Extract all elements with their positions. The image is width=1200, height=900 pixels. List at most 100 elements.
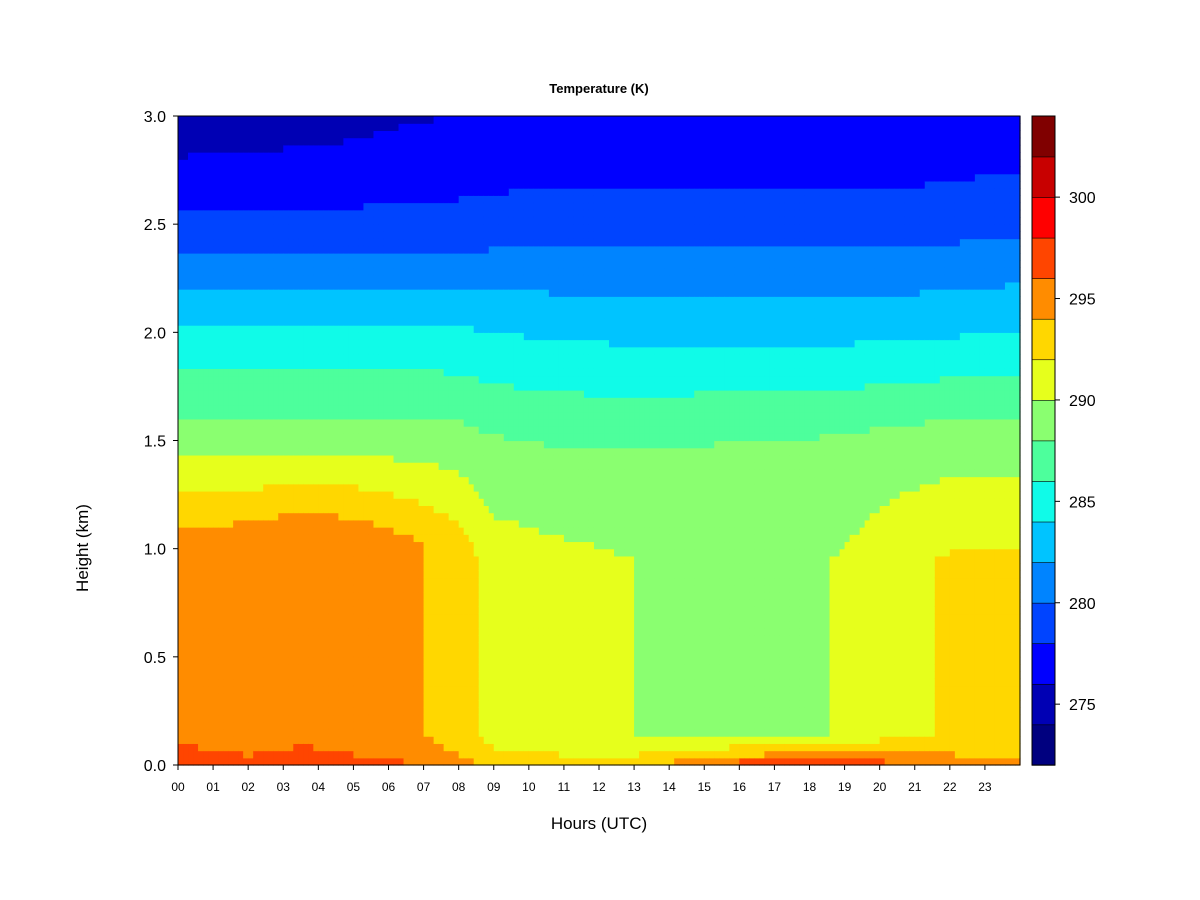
heatmap-cell	[313, 527, 319, 535]
heatmap-cell	[408, 375, 415, 384]
heatmap-cell	[243, 325, 249, 333]
heatmap-cell	[218, 325, 224, 333]
heatmap-cell	[208, 245, 214, 254]
heatmap-cell	[223, 664, 229, 672]
heatmap-cell	[298, 620, 304, 629]
heatmap-cell	[428, 361, 435, 369]
heatmap-cell	[183, 390, 189, 398]
heatmap-cell	[193, 404, 199, 413]
heatmap-cell	[308, 418, 314, 427]
heatmap-cell	[393, 353, 400, 362]
heatmap-cell	[368, 260, 375, 269]
heatmap-cell	[428, 375, 435, 384]
heatmap-cell	[368, 685, 375, 694]
heatmap-cell	[363, 692, 370, 701]
heatmap-cell	[403, 267, 410, 276]
heatmap-cell	[208, 620, 214, 629]
heatmap-cell	[363, 534, 370, 543]
heatmap-cell	[223, 700, 229, 708]
heatmap-cell	[423, 635, 430, 644]
heatmap-cell	[408, 534, 415, 543]
heatmap-cell	[233, 671, 239, 680]
heatmap-cell	[343, 375, 349, 384]
heatmap-cell	[203, 303, 209, 312]
heatmap-cell	[243, 642, 249, 651]
heatmap-cell	[448, 635, 455, 644]
heatmap-cell	[238, 469, 244, 478]
heatmap-cell	[178, 339, 184, 348]
heatmap-cell	[408, 656, 415, 665]
heatmap-cell	[263, 599, 269, 607]
heatmap-cell	[408, 274, 415, 283]
heatmap-cell	[383, 202, 390, 211]
heatmap-cell	[278, 346, 284, 355]
heatmap-cell	[353, 375, 360, 384]
heatmap-cell	[258, 627, 264, 636]
heatmap-cell	[403, 591, 410, 600]
heatmap-cell	[363, 397, 370, 406]
heatmap-cell	[423, 454, 430, 463]
heatmap-cell	[238, 361, 244, 369]
heatmap-cell	[413, 555, 420, 564]
heatmap-cell	[438, 627, 445, 636]
heatmap-cell	[258, 274, 264, 283]
heatmap-cell	[428, 116, 435, 124]
heatmap-cell	[338, 260, 344, 269]
heatmap-cell	[208, 750, 214, 759]
heatmap-cell	[213, 447, 219, 456]
heatmap-cell	[443, 685, 450, 694]
heatmap-cell	[363, 368, 370, 377]
heatmap-cell	[363, 281, 370, 290]
heatmap-cell	[353, 317, 360, 326]
heatmap-cell	[378, 736, 385, 744]
heatmap-cell	[388, 144, 395, 153]
heatmap-cell	[453, 512, 460, 521]
heatmap-cell	[428, 289, 435, 297]
heatmap-cell	[278, 368, 284, 377]
heatmap-cell	[298, 541, 304, 550]
heatmap-cell	[448, 548, 455, 557]
heatmap-cell	[428, 144, 435, 153]
heatmap-cell	[403, 671, 410, 680]
heatmap-cell	[338, 476, 344, 485]
heatmap-cell	[383, 512, 390, 521]
heatmap-cell	[443, 296, 450, 305]
heatmap-cell	[338, 317, 344, 326]
heatmap-cell	[428, 462, 435, 470]
heatmap-cell	[218, 584, 224, 593]
heatmap-cell	[188, 656, 194, 665]
heatmap-cell	[343, 159, 349, 168]
heatmap-cell	[203, 462, 209, 470]
heatmap-cell	[178, 382, 184, 391]
heatmap-cell	[328, 209, 334, 218]
heatmap-cell	[248, 418, 254, 427]
heatmap-cell	[443, 505, 450, 514]
heatmap-cell	[388, 353, 395, 362]
heatmap-cell	[453, 606, 460, 615]
heatmap-cell	[258, 418, 264, 427]
heatmap-cell	[403, 692, 410, 701]
heatmap-cell	[293, 462, 299, 470]
heatmap-cell	[448, 678, 455, 687]
heatmap-cell	[418, 490, 425, 499]
heatmap-cell	[183, 505, 189, 514]
heatmap-cell	[238, 555, 244, 564]
heatmap-cell	[288, 173, 294, 182]
heatmap-cell	[373, 678, 380, 687]
heatmap-cell	[393, 281, 400, 290]
heatmap-cell	[333, 426, 339, 434]
heatmap-cell	[438, 130, 445, 139]
heatmap-cell	[228, 570, 234, 579]
heatmap-cell	[403, 325, 410, 333]
heatmap-cell	[238, 635, 244, 644]
heatmap-cell	[208, 584, 214, 593]
heatmap-cell	[293, 426, 299, 434]
heatmap-cell	[273, 289, 279, 297]
heatmap-cell	[213, 159, 219, 168]
heatmap-cell	[223, 527, 229, 535]
heatmap-cell	[253, 202, 259, 211]
heatmap-cell	[378, 469, 385, 478]
heatmap-cell	[263, 180, 269, 189]
heatmap-cell	[338, 671, 344, 680]
heatmap-cell	[413, 462, 420, 470]
